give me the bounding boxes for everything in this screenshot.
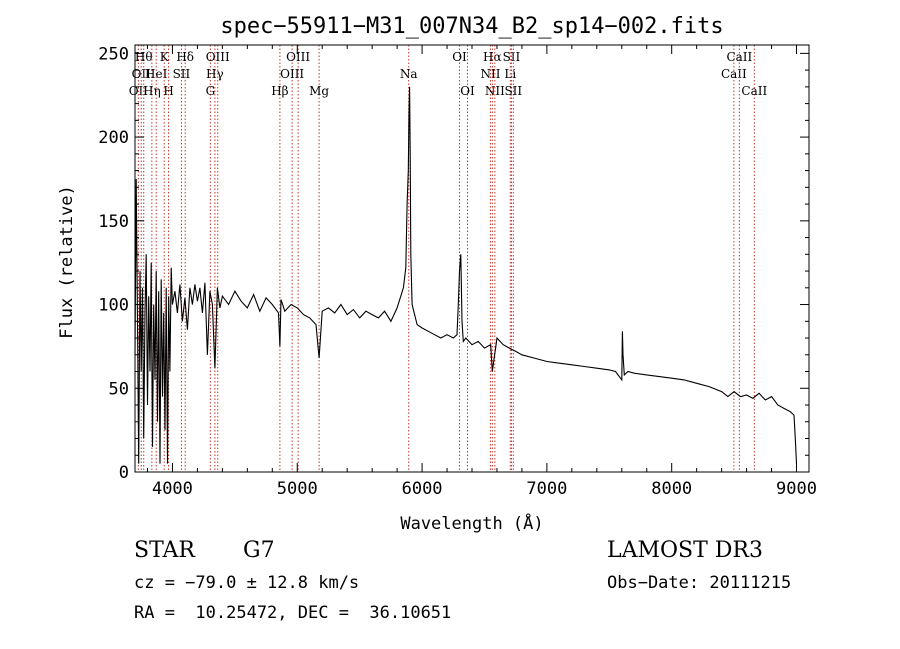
line-label-14: OIII (286, 50, 310, 64)
line-label-23: SII (503, 50, 521, 64)
y-tick-label-1: 50 (109, 379, 129, 399)
line-label-13: OIII (280, 67, 304, 81)
y-tick-label-3: 150 (98, 212, 129, 232)
survey-label: LAMOST DR3 (607, 538, 763, 563)
axes: 4000 5000 6000 7000 8000 9000 0 50 100 150 200 250 (98, 44, 817, 499)
obs-date-readout: Obs−Date: 20111215 (607, 573, 792, 593)
x-tick-label-0: 4000 (152, 479, 193, 499)
x-tick-label-5: 9000 (776, 479, 817, 499)
line-label-22: Li (504, 67, 516, 81)
y-tick-label-5: 250 (98, 44, 129, 64)
line-label-26: CaII (726, 50, 752, 64)
line-label-3: Hη (143, 84, 161, 98)
line-label-5: K (160, 50, 170, 64)
subclass-label: G7 (243, 538, 275, 563)
redshift-readout: cz = −79.0 ± 12.8 km/s (134, 573, 360, 593)
chart-title: spec−55911−M31_007N34_B2_sp14−002.fits (220, 14, 723, 39)
line-label-12: Hβ (271, 84, 288, 98)
line-label-20: Hα (483, 50, 502, 64)
line-label-11: OIII (206, 50, 230, 64)
line-label-4: HeI (145, 67, 168, 81)
line-label-9: G (206, 84, 216, 98)
x-tick-label-3: 7000 (526, 479, 567, 499)
classification-label: STAR (134, 538, 195, 563)
y-axis-label: Flux (relative) (57, 185, 77, 339)
line-label-8: Hδ (176, 50, 194, 64)
line-label-2: Hθ (135, 50, 153, 64)
x-tick-label-2: 6000 (402, 479, 443, 499)
line-label-6: H (163, 84, 173, 98)
y-tick-label-0: 0 (119, 463, 129, 483)
spectrum-series-line (134, 86, 798, 464)
x-tick-label-4: 8000 (651, 479, 692, 499)
x-tick-label-1: 5000 (277, 479, 318, 499)
line-label-19: NII (480, 67, 500, 81)
line-label-10: Hγ (206, 67, 224, 81)
line-label-18: OI (460, 84, 475, 98)
line-label-16: Na (400, 67, 418, 81)
line-label-7: SII (173, 67, 191, 81)
line-label-25: CaII (721, 67, 747, 81)
line-label-27: CaII (741, 84, 767, 98)
line-label-21: NII (485, 84, 505, 98)
plot-frame (134, 44, 810, 473)
line-label-24: SII (504, 84, 522, 98)
y-tick-label-2: 100 (98, 296, 129, 316)
coordinates-readout: RA = 10.25472, DEC = 36.10651 (134, 603, 452, 623)
line-label-15: Mg (309, 84, 329, 98)
x-axis-label: Wavelength (Å) (400, 512, 543, 534)
y-tick-label-4: 200 (98, 128, 129, 148)
line-label-17: OI (452, 50, 467, 64)
line-markers: OIIOIIHθHηHeIKHSIIHδGHγOIIIHβOIIIOIIIMgN… (129, 45, 767, 472)
